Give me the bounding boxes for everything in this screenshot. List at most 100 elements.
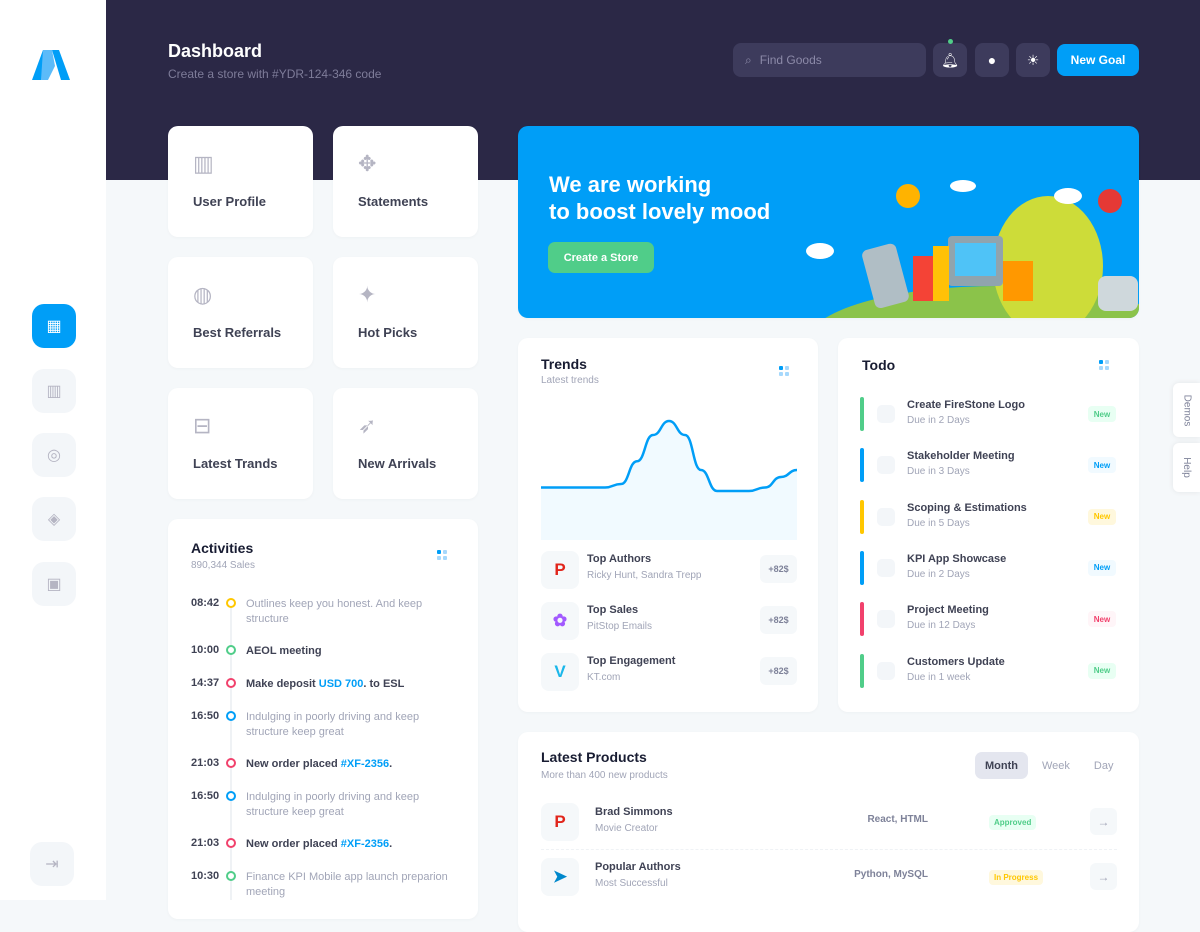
- todo-due: Due in 3 Days: [907, 466, 970, 478]
- tile-user-profile[interactable]: ▥ User Profile: [168, 126, 313, 237]
- banner-heading: We are working to boost lovely mood: [549, 172, 771, 224]
- tab-month[interactable]: Month: [975, 752, 1028, 779]
- todo-item: Create FireStone Logo Due in 2 Days New: [860, 397, 1116, 431]
- product-row: ➤ Popular Authors Most Successful Python…: [541, 858, 1117, 896]
- logo[interactable]: [30, 48, 72, 80]
- divider: [541, 849, 1117, 850]
- logout-icon: ⇥: [45, 856, 59, 873]
- menu-dots-icon[interactable]: [437, 550, 447, 560]
- tab-day[interactable]: Day: [1093, 759, 1114, 772]
- todo-badge: New: [1088, 559, 1116, 576]
- activities-title: Activities: [191, 540, 254, 556]
- user-icon: ●: [987, 52, 997, 68]
- menu-dots-icon[interactable]: [1099, 360, 1109, 370]
- user-button[interactable]: ●: [975, 43, 1009, 77]
- activity-text: AEOL meeting: [246, 645, 322, 657]
- activity-link[interactable]: #XF-2356: [340, 838, 390, 850]
- timeline-dot-icon: [226, 758, 236, 768]
- new-goal-button[interactable]: New Goal: [1057, 44, 1139, 76]
- todo-checkbox[interactable]: [877, 507, 895, 526]
- theme-toggle[interactable]: ☀: [1016, 43, 1050, 77]
- bell-icon: 🔔︎: [941, 51, 959, 68]
- products-title: Latest Products: [541, 749, 647, 765]
- sidebar: ▦ ▥ ◎ ◈ ▣ ⇥: [0, 0, 106, 900]
- todo-color-bar: [860, 550, 864, 585]
- help-tab[interactable]: Help: [1173, 443, 1200, 492]
- notification-dot: [948, 39, 953, 44]
- tile-hot-picks[interactable]: ✦ Hot Picks: [333, 257, 478, 368]
- menu-dots-icon[interactable]: [779, 366, 789, 376]
- todo-due: Due in 2 Days: [907, 415, 970, 426]
- tile-best-referrals[interactable]: ◍ Best Referrals: [168, 257, 313, 368]
- trends-line: [541, 419, 797, 493]
- trend-badge: +82$: [760, 657, 797, 685]
- tile-new-arrivals[interactable]: ➶ New Arrivals: [333, 388, 478, 499]
- activities-card: [168, 519, 478, 919]
- trends-area: [541, 421, 797, 540]
- todo-due: Due in 5 Days: [907, 517, 970, 529]
- product-name: Popular Authors: [595, 861, 681, 873]
- activity-time: 14:37: [191, 677, 220, 689]
- trends-subtitle: Latest trends: [541, 375, 599, 386]
- sidebar-item-gift[interactable]: ▥: [32, 369, 76, 413]
- p-logo-icon: P: [541, 803, 579, 841]
- status-badge: In Progress: [989, 870, 1044, 885]
- todo-due: Due in 1 week: [907, 671, 971, 683]
- page-subtitle: Create a store with #YDR-124-346 code: [168, 67, 382, 81]
- product-row: P Brad Simmons Movie Creator React, HTML…: [541, 803, 1117, 841]
- tab-week[interactable]: Week: [1041, 759, 1070, 772]
- timeline-dot-icon: [226, 791, 236, 801]
- tile-latest-trands[interactable]: ⊟ Latest Trands: [168, 388, 313, 499]
- activity-text: Indulging in poorly driving and keep str…: [246, 711, 420, 738]
- todo-item: KPI App Showcase Due in 2 Days New: [860, 550, 1116, 585]
- activity-time: 10:30: [191, 870, 220, 882]
- todo-checkbox[interactable]: [877, 456, 895, 475]
- arrow-right-icon[interactable]: →: [1090, 808, 1117, 835]
- gift-icon: ▥: [46, 383, 62, 400]
- notifications-button[interactable]: 🔔︎: [933, 39, 967, 77]
- search-icon: ⌕: [745, 52, 752, 67]
- logout-button[interactable]: ⇥: [30, 842, 74, 886]
- sidebar-item-support[interactable]: ◎: [32, 433, 76, 477]
- sidebar-item-briefcase[interactable]: ▣: [32, 562, 76, 606]
- basket-icon: ⊟: [193, 413, 212, 438]
- todo-badge: New: [1088, 508, 1116, 525]
- tile-label: Hot Picks: [358, 325, 418, 340]
- trend-row[interactable]: ✿ Top Sales PitStop Emails +82$: [541, 602, 797, 640]
- search-input[interactable]: ⌕ Find Goods: [733, 43, 926, 77]
- layers-icon: ◈: [47, 511, 61, 528]
- todo-checkbox[interactable]: [877, 610, 895, 629]
- gift-icon: ▥: [193, 151, 214, 176]
- latest-products-card: [518, 732, 1139, 932]
- sidebar-item-dashboard[interactable]: ▦: [32, 304, 76, 348]
- create-store-button[interactable]: Create a Store: [548, 242, 654, 273]
- tile-statements[interactable]: ✥ Statements: [333, 126, 478, 237]
- figma-icon: ✿: [541, 602, 579, 640]
- activity-link[interactable]: #XF-2356: [340, 758, 390, 770]
- trend-row[interactable]: P Top Authors Ricky Hunt, Sandra Trepp +…: [541, 551, 797, 589]
- todo-item: Customers Update Due in 1 week New: [860, 653, 1116, 688]
- tile-label: Latest Trands: [193, 456, 278, 471]
- activity-link[interactable]: USD 700: [318, 678, 364, 690]
- todo-checkbox[interactable]: [877, 661, 895, 680]
- todo-badge: New: [1088, 662, 1116, 679]
- arrow-right-icon[interactable]: →: [1090, 863, 1117, 890]
- trend-badge: +82$: [760, 606, 797, 634]
- product-sub: Most Successful: [595, 878, 668, 889]
- activity-time: 08:42: [191, 597, 220, 609]
- todo-checkbox[interactable]: [877, 405, 895, 423]
- trend-badge: +82$: [760, 555, 797, 583]
- sidebar-item-layers[interactable]: ◈: [32, 497, 76, 541]
- lifebuoy-icon: ◎: [47, 447, 61, 464]
- trend-row[interactable]: V Top Engagement KT.com +82$: [541, 653, 797, 691]
- demos-tab[interactable]: Demos: [1173, 383, 1200, 437]
- fingerprint-icon: ◍: [193, 282, 213, 307]
- status-badge: Approved: [989, 815, 1037, 830]
- todo-checkbox[interactable]: [877, 558, 895, 577]
- search-placeholder: Find Goods: [759, 53, 822, 67]
- promo-banner: We are working to boost lovely mood Creat…: [518, 126, 1139, 318]
- trend-sub: Ricky Hunt, Sandra Trepp: [587, 570, 702, 581]
- trend-name: Top Engagement: [587, 655, 676, 667]
- timeline-dot-icon: [226, 598, 236, 608]
- timeline-line: [230, 606, 232, 900]
